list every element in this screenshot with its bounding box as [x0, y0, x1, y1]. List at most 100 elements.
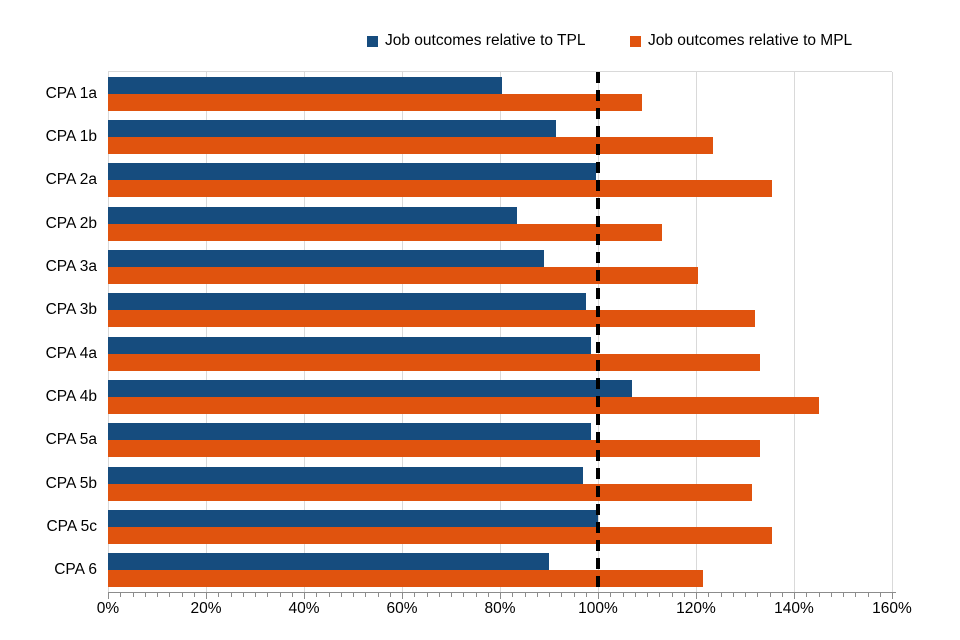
x-minor-tick [610, 593, 612, 597]
x-minor-tick [463, 593, 465, 597]
x-minor-tick [218, 593, 220, 597]
x-tick-label: 20% [190, 600, 222, 617]
x-major-tick [108, 593, 109, 599]
x-minor-tick [193, 593, 195, 597]
x-minor-tick [512, 593, 514, 597]
legend-swatch-tpl-icon [367, 35, 378, 47]
x-minor-tick [732, 593, 734, 597]
category-label: CPA 5c [46, 517, 97, 535]
x-minor-tick [144, 593, 146, 597]
bar-tpl [108, 120, 557, 137]
bar-mpl [108, 267, 699, 284]
gridline [499, 72, 501, 592]
gridline [205, 72, 207, 592]
bar-mpl [108, 570, 704, 588]
x-minor-tick [389, 593, 391, 597]
bar-tpl [108, 336, 591, 354]
legend-label-mpl: Job outcomes relative to MPL [648, 32, 853, 49]
category-label: CPA 3b [45, 301, 97, 319]
x-major-tick [206, 593, 207, 599]
x-minor-tick [536, 593, 538, 597]
x-minor-tick [561, 593, 563, 597]
bar-tpl [108, 163, 596, 181]
gridline [793, 72, 795, 592]
reference-line-100pct [596, 72, 600, 592]
category-label: CPA 4b [45, 387, 97, 405]
category-label: CPA 2b [45, 214, 97, 232]
x-tick-label: 120% [676, 600, 716, 617]
gridline [401, 72, 403, 592]
x-minor-tick [659, 593, 661, 597]
x-minor-tick [769, 593, 771, 597]
x-major-tick [696, 593, 697, 599]
bar-tpl [108, 76, 503, 94]
plot-top-border [108, 71, 892, 72]
x-tick-label: 40% [288, 600, 320, 617]
x-minor-tick [855, 593, 857, 597]
x-minor-tick [438, 593, 440, 597]
bar-mpl [108, 137, 714, 154]
bar-tpl [108, 423, 591, 441]
x-minor-tick [242, 593, 244, 597]
gridline [891, 72, 893, 592]
gridline [695, 72, 697, 592]
bar-tpl [108, 466, 584, 484]
x-minor-tick [279, 593, 281, 597]
x-minor-tick [426, 593, 428, 597]
x-minor-tick [622, 593, 624, 597]
bar-mpl [108, 310, 755, 328]
bar-tpl [108, 293, 586, 311]
x-major-tick [794, 593, 795, 599]
category-label: CPA 1b [45, 127, 97, 145]
x-minor-tick [291, 593, 293, 597]
x-minor-tick [475, 593, 477, 597]
x-minor-tick [132, 593, 134, 597]
x-minor-tick [487, 593, 489, 597]
x-minor-tick [647, 593, 648, 597]
legend-item-mpl: Job outcomes relative to MPL [630, 32, 852, 50]
x-minor-tick [757, 593, 759, 597]
x-minor-tick [634, 593, 636, 597]
category-label: CPA 2a [45, 171, 97, 189]
x-minor-tick [524, 593, 526, 597]
bar-mpl [108, 353, 760, 371]
x-minor-tick [843, 593, 844, 597]
x-minor-tick [230, 593, 232, 597]
x-minor-tick [879, 593, 881, 597]
x-minor-tick [451, 593, 452, 597]
x-minor-tick [181, 593, 183, 597]
bar-mpl [108, 440, 760, 458]
bar-mpl [108, 397, 819, 414]
x-minor-tick [414, 593, 416, 597]
x-minor-tick [120, 593, 122, 597]
category-label: CPA 5b [45, 474, 97, 492]
x-minor-tick [585, 593, 587, 597]
legend-item-tpl: Job outcomes relative to TPL [367, 32, 585, 50]
gridline [303, 72, 305, 592]
category-label: CPA 4a [45, 344, 97, 362]
x-minor-tick [255, 593, 256, 597]
x-minor-tick [806, 593, 808, 597]
x-tick-label: 0% [96, 600, 120, 617]
x-minor-tick [671, 593, 673, 597]
x-minor-tick [549, 593, 550, 597]
x-minor-tick [818, 593, 820, 597]
x-minor-tick [781, 593, 783, 597]
x-major-tick [304, 593, 305, 599]
x-major-tick [892, 593, 893, 599]
bar-tpl [108, 380, 633, 397]
x-minor-tick [267, 593, 269, 597]
x-minor-tick [169, 593, 171, 597]
category-label: CPA 6 [54, 561, 97, 579]
x-minor-tick [157, 593, 158, 597]
x-tick-label: 160% [872, 600, 912, 617]
bar-tpl [108, 250, 545, 267]
bar-tpl [108, 206, 518, 224]
x-minor-tick [353, 593, 354, 597]
x-minor-tick [573, 593, 575, 597]
bar-tpl [108, 553, 549, 571]
legend-label-tpl: Job outcomes relative to TPL [385, 32, 586, 49]
x-major-tick [402, 593, 403, 599]
bar-mpl [108, 180, 772, 198]
x-minor-tick [745, 593, 746, 597]
